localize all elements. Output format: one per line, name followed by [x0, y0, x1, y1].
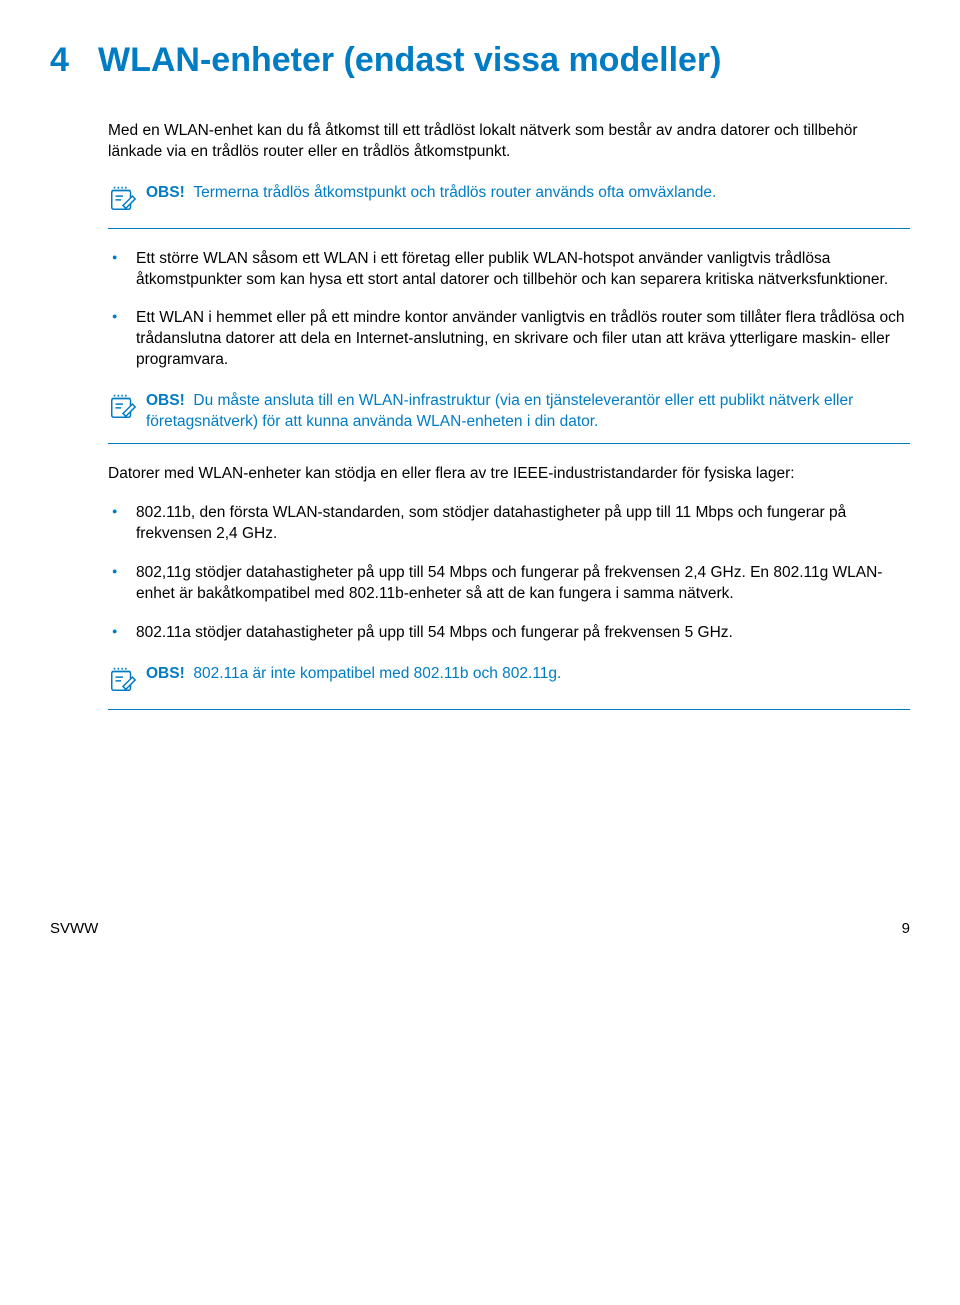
page-footer: SVWW 9	[50, 920, 910, 937]
note-2-text: OBS! Du måste ansluta till en WLAN-infra…	[146, 391, 910, 433]
list-item: 802.11b, den första WLAN-standarden, som…	[108, 503, 910, 545]
note-1-text: OBS! Termerna trådlös åtkomstpunkt och t…	[146, 183, 910, 204]
note-1: OBS! Termerna trådlös åtkomstpunkt och t…	[108, 181, 910, 229]
note-1-body: Termerna trådlös åtkomstpunkt och trådlö…	[193, 184, 716, 201]
list-item: 802,11g stödjer datahastigheter på upp t…	[108, 563, 910, 605]
chapter-heading: 4WLAN-enheter (endast vissa modeller)	[50, 40, 910, 81]
bullet-list-2: 802.11b, den första WLAN-standarden, som…	[108, 503, 910, 644]
footer-page-number: 9	[902, 920, 910, 937]
note-icon	[108, 664, 146, 699]
standards-intro: Datorer med WLAN-enheter kan stödja en e…	[108, 464, 910, 485]
note-2-body: Du måste ansluta till en WLAN-infrastruk…	[146, 392, 853, 430]
bullet-list-1: Ett större WLAN såsom ett WLAN i ett för…	[108, 249, 910, 372]
chapter-number: 4	[50, 40, 98, 81]
note-obs-label: OBS!	[146, 665, 185, 682]
note-obs-label: OBS!	[146, 392, 185, 409]
intro-paragraph: Med en WLAN-enhet kan du få åtkomst till…	[108, 121, 910, 163]
list-item: 802.11a stödjer datahastigheter på upp t…	[108, 623, 910, 644]
note-3-body: 802.11a är inte kompatibel med 802.11b o…	[193, 665, 561, 682]
note-icon	[108, 391, 146, 426]
note-obs-label: OBS!	[146, 184, 185, 201]
note-2: OBS! Du måste ansluta till en WLAN-infra…	[108, 389, 910, 444]
note-icon	[108, 183, 146, 218]
note-3: OBS! 802.11a är inte kompatibel med 802.…	[108, 662, 910, 710]
list-item: Ett WLAN i hemmet eller på ett mindre ko…	[108, 308, 910, 371]
chapter-title: WLAN-enheter (endast vissa modeller)	[98, 41, 721, 79]
list-item: Ett större WLAN såsom ett WLAN i ett för…	[108, 249, 910, 291]
footer-left: SVWW	[50, 920, 98, 937]
note-3-text: OBS! 802.11a är inte kompatibel med 802.…	[146, 664, 910, 685]
